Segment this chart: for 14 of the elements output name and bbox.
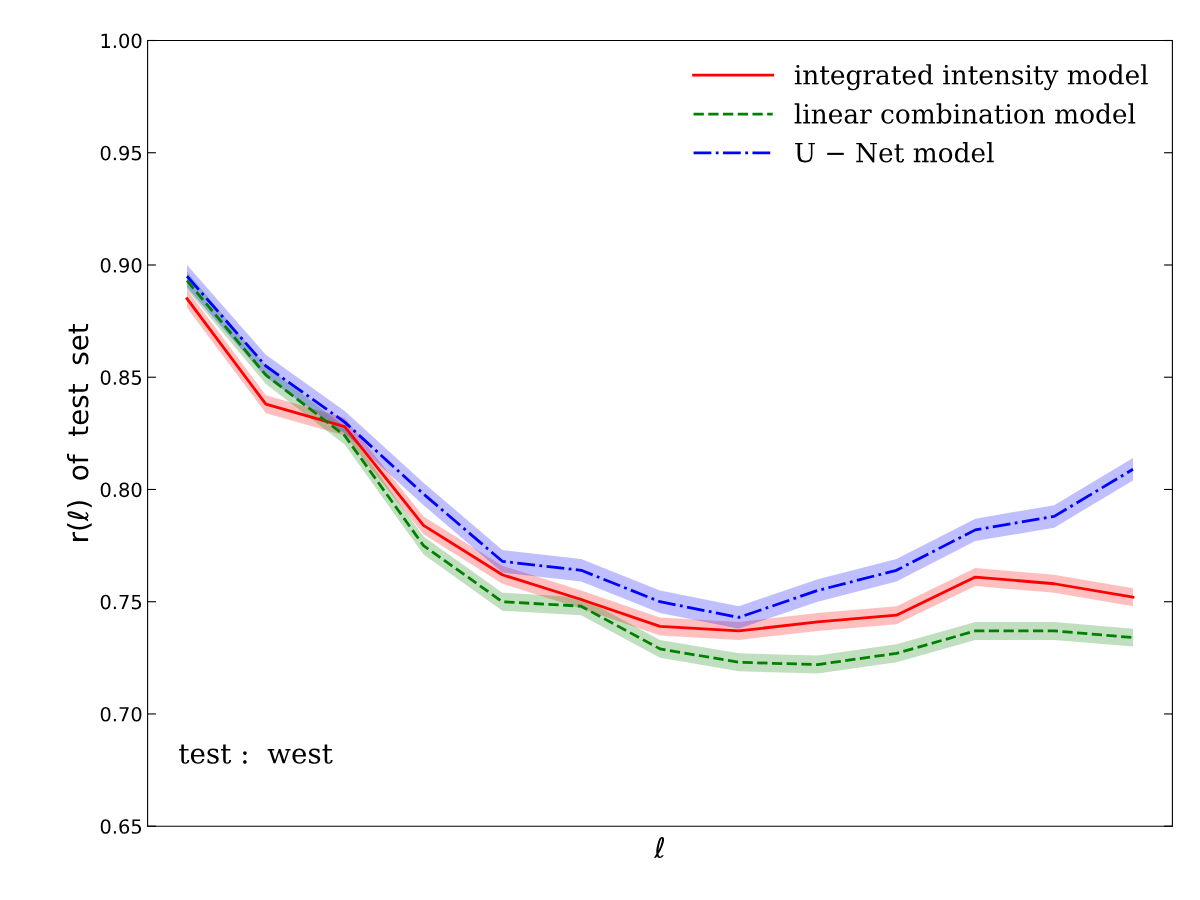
y-tick-label: 0.90 <box>100 257 142 273</box>
legend-label: linear combination model <box>794 103 1136 124</box>
y-tick-label: 1.00 <box>101 33 142 49</box>
y-axis-title: r(ℓ) of test set <box>67 323 92 541</box>
legend-label: U − Net model <box>795 142 994 163</box>
y-tick-label: 0.95 <box>100 145 142 161</box>
y-tick-label: 0.65 <box>100 819 142 834</box>
y-tick-label: 0.80 <box>100 482 142 498</box>
y-tick-label: 0.75 <box>100 594 142 610</box>
legend-label: integrated intensity model <box>794 64 1148 91</box>
annotation: test : west <box>179 744 333 764</box>
y-tick-label: 0.85 <box>100 370 142 385</box>
x-axis-title: ℓ <box>653 837 665 859</box>
y-tick-label: 0.70 <box>100 706 142 722</box>
